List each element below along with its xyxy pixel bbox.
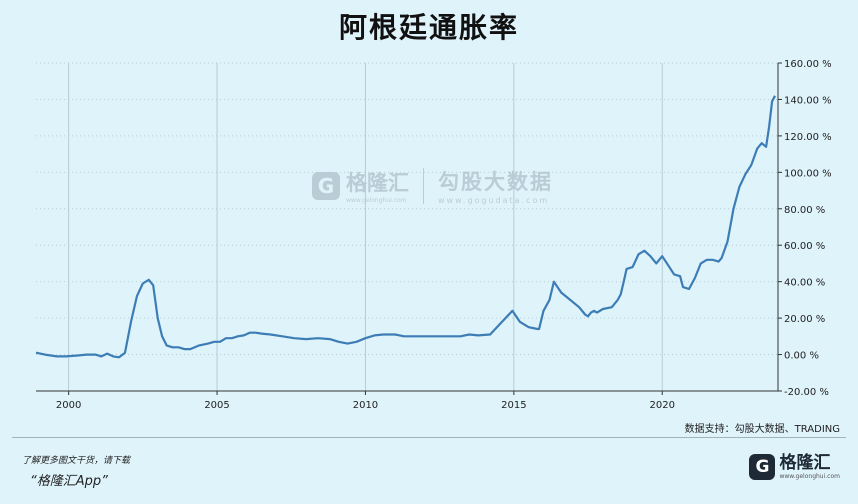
data-source: 数据支持：勾股大数据、TRADING [684, 424, 840, 435]
inflation-line-chart: -20.00 % 0.00 % 20.00 % 40.00 % 60.00 % 80.00… [35, 59, 832, 411]
watermark-gogudata: 勾股大数据 [438, 170, 553, 194]
y-tick-label: 40.00 % [784, 278, 825, 289]
inflation-series-line [35, 95, 776, 359]
watermark-brand: 格隆汇 [346, 171, 409, 195]
x-tick-label: 2015 [501, 400, 526, 411]
download-tip: 了解更多图文干货，请下载 [22, 456, 131, 466]
y-tick-label: 80.00 % [784, 205, 825, 216]
app-name: “格隆汇App” [30, 474, 108, 489]
y-tick-label: 140.00 % [784, 95, 832, 106]
x-tick-label: 2005 [204, 400, 229, 411]
logo-name: 格隆汇 [779, 452, 831, 473]
watermark-gogudata-url: www.gogudata.com [438, 196, 550, 205]
chart-title: 阿根廷通胀率 [338, 11, 519, 44]
y-tick-label: 120.00 % [784, 132, 832, 143]
watermark-logo-icon: G [312, 171, 340, 200]
y-tick-label: 100.00 % [784, 168, 832, 179]
watermark: G 格隆汇 www.gelonghui.com 勾股大数据 www.goguda… [312, 166, 553, 205]
y-tick-label: 160.00 % [784, 59, 832, 70]
x-tick-label: 2000 [56, 400, 81, 411]
y-tick-label: 0.00 % [784, 351, 819, 362]
y-tick-label: 60.00 % [784, 241, 825, 252]
footer-logo: G 格隆汇 www.gelonghui.com [749, 454, 840, 480]
watermark-divider [423, 167, 424, 204]
footer-divider [12, 437, 846, 438]
logo-url: www.gelonghui.com [779, 472, 840, 480]
y-tick-label: -20.00 % [784, 387, 829, 398]
x-tick-label: 2020 [650, 400, 675, 411]
watermark-brand-url: www.gelonghui.com [346, 197, 407, 204]
x-tick-label: 2010 [353, 400, 378, 411]
y-tick-label: 20.00 % [784, 314, 825, 325]
gelonghui-logo-icon: G [749, 454, 776, 480]
